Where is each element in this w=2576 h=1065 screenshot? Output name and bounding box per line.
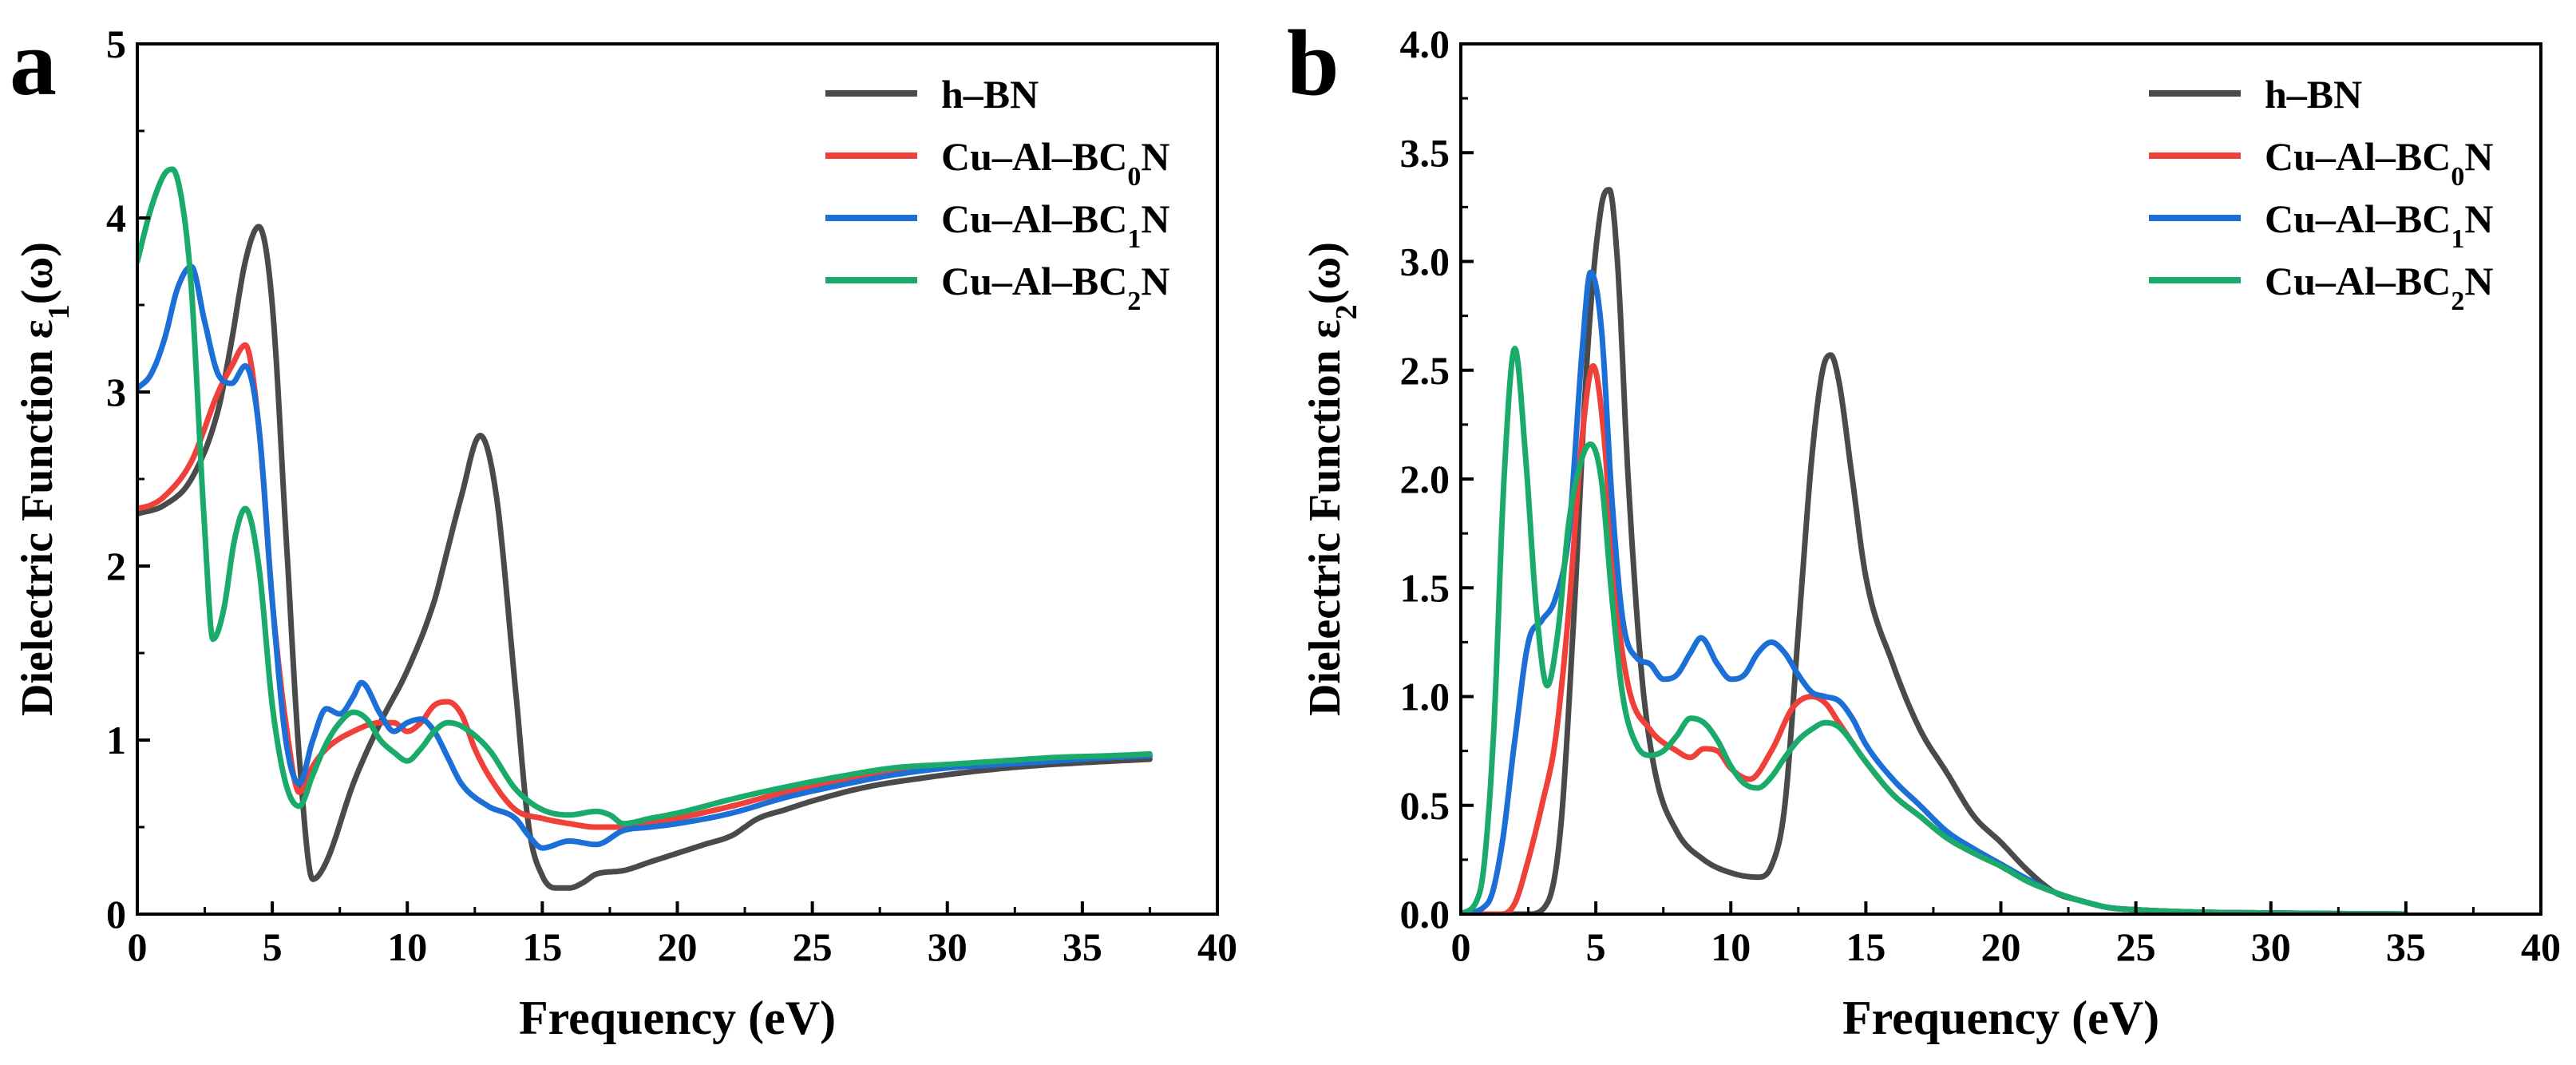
panel-label: a (10, 10, 57, 115)
legend-label-tail: N (2464, 259, 2493, 303)
x-tick-label: 5 (1586, 924, 1606, 969)
legend-label-sub: 2 (2451, 287, 2464, 316)
legend-label-tail: N (2464, 134, 2493, 179)
legend-label-sub: 1 (1127, 224, 1141, 254)
legend-label-main: h–BN (941, 72, 1039, 117)
plot-area (137, 166, 1153, 891)
legend-label: h–BN (2265, 72, 2362, 117)
legend-label-main: Cu–Al–BC (941, 196, 1127, 241)
y-tick-label: 2.0 (1400, 457, 1450, 501)
y-tick-label: 1 (106, 718, 126, 762)
x-axis-label: Frequency (eV) (519, 992, 836, 1044)
x-tick-label: 30 (2251, 924, 2291, 969)
legend-label-sub: 2 (1127, 287, 1141, 316)
legend-item: Cu–Al–BC2N (2149, 259, 2493, 316)
series-line-bc0n (137, 342, 1153, 830)
legend-label-main: h–BN (2265, 72, 2362, 117)
series-line-bc2n (137, 166, 1153, 827)
y-tick-label: 4.0 (1400, 22, 1450, 66)
y-axis-label: Dielectric Function ε2(ω) (1300, 242, 1363, 716)
legend-label-main: Cu–Al–BC (941, 259, 1127, 303)
legend-label-tail: N (2464, 196, 2493, 241)
x-tick-label: 20 (1981, 924, 2021, 969)
legend-label-main: Cu–Al–BC (2265, 134, 2451, 179)
legend-item: Cu–Al–BC0N (2149, 134, 2493, 192)
series-line-bc2n (1461, 346, 2409, 914)
legend-item: Cu–Al–BC1N (825, 196, 1169, 254)
legend-label: h–BN (941, 72, 1039, 117)
x-tick-label: 30 (928, 924, 967, 969)
legend-label: Cu–Al–BC1N (2265, 196, 2493, 254)
x-tick-label: 15 (522, 924, 562, 969)
legend-label-main: Cu–Al–BC (2265, 196, 2451, 241)
legend-label: Cu–Al–BC2N (2265, 259, 2493, 316)
y-tick-label: 3.5 (1400, 130, 1450, 175)
plot-area (1461, 187, 2409, 914)
y-tick-label: 2.5 (1400, 348, 1450, 393)
panel-b-chart: b0 5 10 15 20 25 30 35 400.00.51.01.52.02.53.03.… (1287, 10, 2561, 1044)
y-tick-label: 1.0 (1400, 675, 1450, 719)
legend-item: Cu–Al–BC1N (2149, 196, 2493, 254)
legend-label-main: Cu–Al–BC (941, 134, 1127, 179)
y-tick-label: 0.0 (1400, 892, 1450, 936)
y-tick-label: 3.0 (1400, 240, 1450, 284)
legend-label-tail: N (1141, 259, 1169, 303)
legend-label: Cu–Al–BC0N (2265, 134, 2493, 192)
x-tick-label: 5 (263, 924, 283, 969)
legend-label-sub: 0 (1127, 162, 1141, 192)
x-axis-label: Frequency (eV) (1842, 992, 2159, 1044)
legend-item: h–BN (2149, 72, 2362, 117)
y-axis-label-tail: (ω) (13, 242, 62, 304)
y-tick-label: 1.5 (1400, 565, 1450, 610)
legend-item: Cu–Al–BC0N (825, 134, 1169, 192)
x-tick-label: 10 (1711, 924, 1751, 969)
y-tick-label: 0.5 (1400, 783, 1450, 828)
legend-label-main: Cu–Al–BC (2265, 259, 2451, 303)
legend-label: Cu–Al–BC2N (941, 259, 1169, 316)
y-tick-label: 5 (106, 22, 126, 66)
x-tick-label: 20 (658, 924, 698, 969)
x-tick-label: 35 (2386, 924, 2426, 969)
legend-item: Cu–Al–BC2N (825, 259, 1169, 316)
y-tick-label: 2 (106, 544, 126, 588)
x-tick-label: 25 (2116, 924, 2156, 969)
panel-label: b (1287, 10, 1339, 115)
x-tick-label: 0 (128, 924, 148, 969)
x-tick-label: 15 (1846, 924, 1886, 969)
legend-label-tail: N (1141, 134, 1169, 179)
y-tick-label: 0 (106, 892, 126, 936)
y-tick-label: 3 (106, 370, 126, 414)
legend-label: Cu–Al–BC1N (941, 196, 1169, 254)
x-tick-label: 10 (387, 924, 427, 969)
x-tick-label: 0 (1451, 924, 1471, 969)
y-tick-label: 4 (106, 196, 126, 240)
y-axis-label-main: Dielectric Function ε (1300, 319, 1350, 716)
x-tick-label: 25 (793, 924, 833, 969)
series-line-bc1n (137, 263, 1153, 851)
y-axis-label: Dielectric Function ε1(ω) (13, 242, 76, 716)
legend-label-tail: N (1141, 196, 1169, 241)
legend-label-sub: 1 (2451, 224, 2464, 254)
legend-label: Cu–Al–BC0N (941, 134, 1169, 192)
y-axis-label-tail: (ω) (1300, 242, 1350, 304)
x-tick-label: 40 (1197, 924, 1237, 969)
y-axis-label-sub: 1 (42, 304, 76, 319)
x-tick-label: 40 (2521, 924, 2561, 969)
legend-label-sub: 0 (2451, 162, 2464, 192)
y-axis-label-sub: 2 (1330, 304, 1363, 319)
legend-item: h–BN (825, 72, 1039, 117)
series-line-hbn (137, 224, 1153, 891)
x-tick-label: 35 (1062, 924, 1102, 969)
y-axis-label-main: Dielectric Function ε (13, 319, 62, 716)
